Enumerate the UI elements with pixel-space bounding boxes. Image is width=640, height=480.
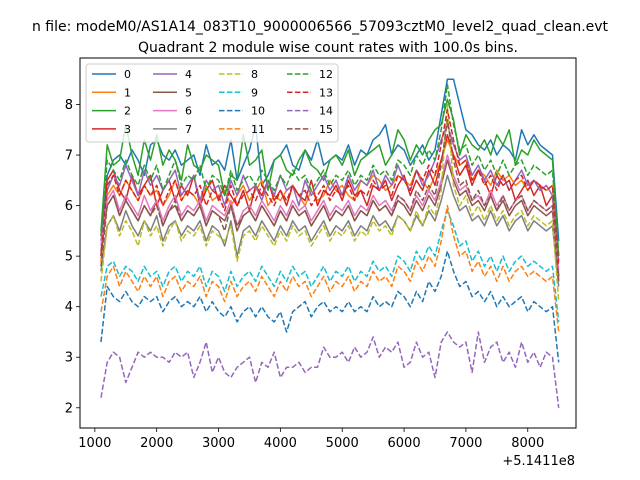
legend-label-5: 5: [185, 86, 192, 99]
y-tick-label: 2: [65, 401, 73, 416]
series-line-10: [100, 250, 560, 363]
y-axis-ticks: 2 3 4 5 6 7 8: [65, 98, 80, 416]
legend-frame: [85, 63, 339, 143]
chart-title: Quadrant 2 module wise count rates with …: [138, 40, 518, 56]
legend-label-12: 12: [319, 68, 333, 81]
series-line-12: [100, 83, 560, 257]
legend-label-9: 9: [251, 86, 258, 99]
series-line-11: [100, 204, 560, 333]
legend-label-13: 13: [319, 86, 333, 99]
series-layer: [100, 78, 560, 408]
x-tick-label: 1000: [78, 436, 111, 451]
legend-label-15: 15: [319, 123, 333, 136]
series-line-9: [100, 209, 560, 322]
legend-label-6: 6: [185, 105, 192, 118]
x-tick-label: 4000: [264, 436, 297, 451]
legend-label-8: 8: [251, 68, 258, 81]
legend-label-1: 1: [124, 86, 131, 99]
series-line-13: [100, 108, 560, 267]
legend-label-11: 11: [251, 123, 265, 136]
x-axis-ticks: 1000 2000 3000 4000 5000 6000 7000 8000: [78, 428, 544, 451]
series-line-2: [100, 98, 560, 257]
legend-label-3: 3: [124, 123, 131, 136]
y-tick-label: 8: [65, 98, 73, 113]
legend-label-2: 2: [124, 105, 131, 118]
x-tick-label: 5000: [326, 436, 359, 451]
y-tick-label: 6: [65, 199, 73, 214]
y-tick-label: 3: [65, 351, 73, 366]
x-tick-label: 2000: [140, 436, 173, 451]
series-line-14: [100, 331, 560, 408]
x-tick-label: 3000: [202, 436, 235, 451]
series-line-6: [100, 154, 560, 272]
x-offset-label: +5.1411e8: [502, 454, 575, 469]
y-tick-label: 7: [65, 149, 73, 164]
series-line-8: [100, 103, 560, 302]
x-tick-label: 8000: [511, 436, 544, 451]
legend-label-4: 4: [185, 68, 192, 81]
axes-frame: [79, 57, 577, 429]
legend-label-14: 14: [319, 105, 333, 118]
x-tick-label: 6000: [388, 436, 421, 451]
legend-label-0: 0: [124, 68, 131, 81]
legend-label-7: 7: [185, 123, 192, 136]
series-line-4: [100, 123, 560, 262]
series-line-15: [100, 118, 560, 282]
legend-label-10: 10: [251, 105, 265, 118]
y-tick-label: 4: [65, 300, 73, 315]
figure-suptitle: n file: modeM0/AS1A14_083T10_9000006566_…: [32, 19, 609, 35]
x-tick-label: 7000: [449, 436, 482, 451]
y-tick-label: 5: [65, 250, 73, 265]
